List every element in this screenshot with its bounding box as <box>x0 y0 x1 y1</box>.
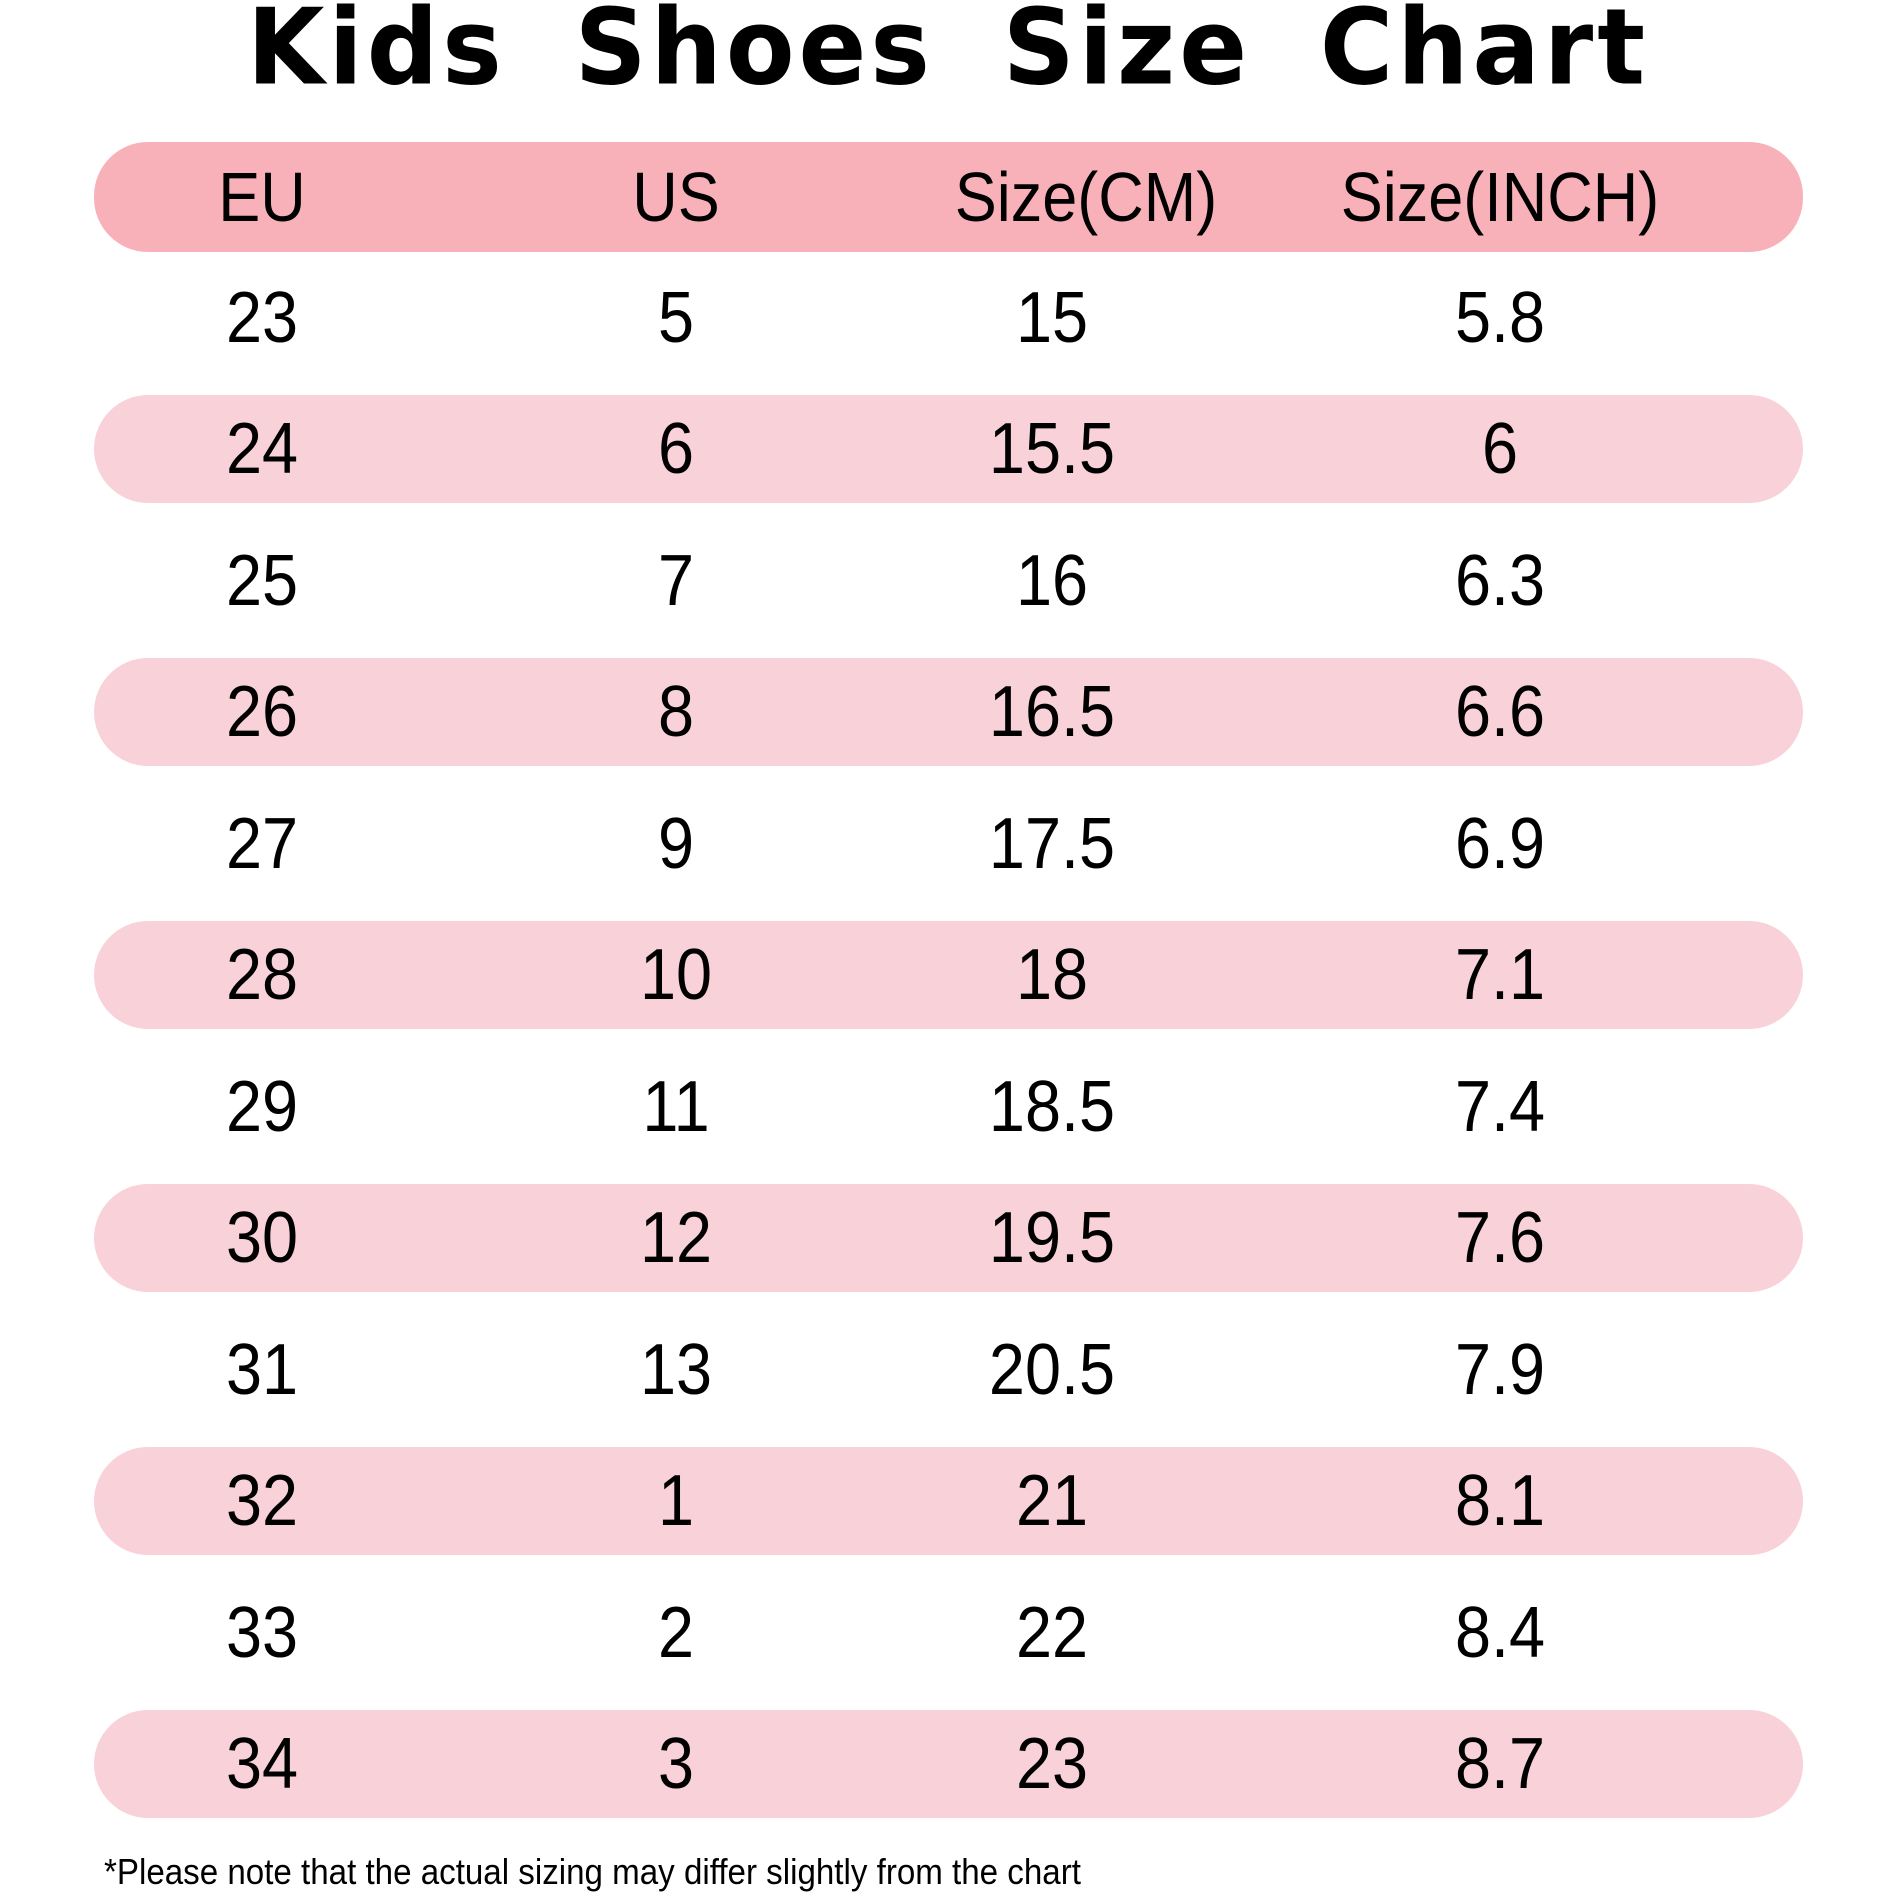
cell-eu: 29 <box>225 1066 299 1147</box>
cell-cm: 18.5 <box>988 1066 1116 1147</box>
row-band <box>94 658 1803 766</box>
cell-eu: 34 <box>225 1724 299 1804</box>
cell-eu: 31 <box>225 1329 299 1410</box>
cell-us: 6 <box>657 409 695 489</box>
chart-title: Kids Shoes Size Chart <box>246 0 1650 109</box>
cell-inch: 8.7 <box>1454 1724 1546 1804</box>
cell-cm: 23 <box>1015 1724 1089 1804</box>
cell-eu: 33 <box>225 1592 299 1673</box>
cell-inch: 8.1 <box>1454 1461 1546 1541</box>
column-header-cm: Size(CM) <box>954 158 1218 236</box>
row-band <box>94 921 1803 1029</box>
cell-inch: 6.3 <box>1454 540 1546 621</box>
cell-cm: 18 <box>1015 935 1089 1015</box>
cell-eu: 28 <box>225 935 299 1015</box>
cell-us: 11 <box>642 1066 710 1147</box>
cell-eu: 24 <box>225 409 299 489</box>
cell-cm: 22 <box>1015 1592 1089 1673</box>
header-row <box>94 142 1803 252</box>
cell-us: 5 <box>657 277 695 358</box>
cell-inch: 7.6 <box>1454 1198 1546 1278</box>
cell-us: 12 <box>639 1198 713 1278</box>
row-band <box>94 1447 1803 1555</box>
cell-cm: 21 <box>1015 1461 1089 1541</box>
cell-inch: 8.4 <box>1454 1592 1546 1673</box>
cell-us: 10 <box>639 935 713 1015</box>
cell-eu: 32 <box>225 1461 299 1541</box>
cell-inch: 5.8 <box>1454 277 1546 358</box>
cell-us: 9 <box>657 803 695 884</box>
cell-eu: 30 <box>225 1198 299 1278</box>
cell-us: 13 <box>639 1329 713 1410</box>
cell-us: 1 <box>657 1461 695 1541</box>
cell-cm: 16.5 <box>988 672 1116 752</box>
cell-us: 2 <box>657 1592 695 1673</box>
cell-us: 3 <box>657 1724 695 1804</box>
column-header-inch: Size(INCH) <box>1340 158 1660 236</box>
cell-inch: 6.6 <box>1454 672 1546 752</box>
cell-inch: 6 <box>1481 409 1519 489</box>
row-band <box>94 395 1803 503</box>
column-header-us: US <box>632 158 720 236</box>
cell-cm: 16 <box>1015 540 1089 621</box>
cell-us: 8 <box>657 672 695 752</box>
cell-eu: 23 <box>225 277 299 358</box>
cell-inch: 7.9 <box>1454 1329 1546 1410</box>
cell-us: 7 <box>657 540 695 621</box>
cell-cm: 20.5 <box>988 1329 1116 1410</box>
cell-eu: 27 <box>225 803 299 884</box>
row-band <box>94 1710 1803 1818</box>
cell-cm: 19.5 <box>988 1198 1116 1278</box>
cell-inch: 7.4 <box>1454 1066 1546 1147</box>
cell-inch: 7.1 <box>1454 935 1546 1015</box>
cell-eu: 26 <box>225 672 299 752</box>
cell-cm: 15 <box>1015 277 1089 358</box>
row-band <box>94 1184 1803 1292</box>
cell-eu: 25 <box>225 540 299 621</box>
cell-cm: 17.5 <box>988 803 1116 884</box>
cell-cm: 15.5 <box>988 409 1116 489</box>
cell-inch: 6.9 <box>1454 803 1546 884</box>
footer-note: *Please note that the actual sizing may … <box>104 1851 1081 1892</box>
column-header-eu: EU <box>218 158 306 236</box>
